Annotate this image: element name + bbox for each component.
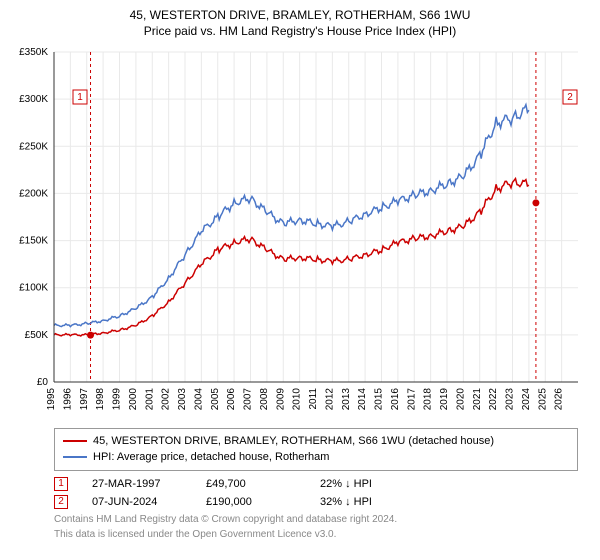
svg-text:2009: 2009 bbox=[275, 387, 286, 410]
footnote: Contains HM Land Registry data © Crown c… bbox=[54, 513, 578, 526]
svg-text:2024: 2024 bbox=[521, 387, 532, 410]
legend-swatch bbox=[63, 456, 87, 458]
svg-text:2011: 2011 bbox=[308, 387, 319, 409]
svg-text:2019: 2019 bbox=[439, 387, 450, 410]
svg-text:£300K: £300K bbox=[19, 94, 48, 105]
svg-text:2015: 2015 bbox=[374, 387, 385, 410]
svg-text:2008: 2008 bbox=[259, 387, 270, 410]
annotation-date: 07-JUN-2024 bbox=[92, 496, 182, 508]
svg-text:£200K: £200K bbox=[19, 188, 48, 199]
svg-text:£50K: £50K bbox=[25, 329, 49, 340]
svg-text:2007: 2007 bbox=[243, 387, 254, 410]
svg-text:2025: 2025 bbox=[537, 387, 548, 410]
svg-text:1999: 1999 bbox=[112, 387, 123, 410]
legend-label: 45, WESTERTON DRIVE, BRAMLEY, ROTHERHAM,… bbox=[93, 433, 494, 450]
chart-subtitle: Price paid vs. HM Land Registry's House … bbox=[10, 24, 590, 38]
line-chart-svg: £0 £50K £100K £150K £200K £250K £300K £350K 1995… bbox=[10, 42, 590, 422]
svg-text:2005: 2005 bbox=[210, 387, 221, 410]
legend-item: 45, WESTERTON DRIVE, BRAMLEY, ROTHERHAM,… bbox=[63, 433, 569, 450]
svg-text:£0: £0 bbox=[37, 377, 49, 388]
svg-text:£250K: £250K bbox=[19, 141, 48, 152]
legend-item: HPI: Average price, detached house, Roth… bbox=[63, 449, 569, 466]
svg-text:2012: 2012 bbox=[324, 387, 335, 410]
footnote: This data is licensed under the Open Gov… bbox=[54, 528, 578, 541]
svg-text:2006: 2006 bbox=[226, 387, 237, 410]
svg-text:2010: 2010 bbox=[292, 387, 303, 410]
annotation-marker: 2 bbox=[54, 495, 68, 509]
svg-text:2017: 2017 bbox=[406, 387, 417, 410]
svg-text:2016: 2016 bbox=[390, 387, 401, 410]
svg-text:1997: 1997 bbox=[79, 387, 90, 410]
svg-text:1: 1 bbox=[77, 92, 83, 103]
legend-box: 45, WESTERTON DRIVE, BRAMLEY, ROTHERHAM,… bbox=[54, 428, 578, 471]
svg-text:£350K: £350K bbox=[19, 47, 48, 58]
svg-text:2000: 2000 bbox=[128, 387, 139, 410]
svg-text:2018: 2018 bbox=[423, 387, 434, 410]
legend-label: HPI: Average price, detached house, Roth… bbox=[93, 449, 329, 466]
svg-text:2014: 2014 bbox=[357, 387, 368, 410]
annotation-diff: 32% ↓ HPI bbox=[320, 496, 410, 508]
svg-text:2002: 2002 bbox=[161, 387, 172, 410]
annotation-marker: 1 bbox=[54, 477, 68, 491]
svg-text:1998: 1998 bbox=[95, 387, 106, 410]
annotation-row: 2 07-JUN-2024 £190,000 32% ↓ HPI bbox=[54, 493, 578, 511]
svg-text:2001: 2001 bbox=[144, 387, 155, 410]
svg-text:2: 2 bbox=[567, 92, 573, 103]
svg-text:2004: 2004 bbox=[193, 387, 204, 410]
svg-text:2020: 2020 bbox=[455, 387, 466, 410]
chart-area: £0 £50K £100K £150K £200K £250K £300K £350K 1995… bbox=[10, 42, 590, 422]
svg-text:2013: 2013 bbox=[341, 387, 352, 410]
annotation-price: £190,000 bbox=[206, 496, 296, 508]
svg-text:2023: 2023 bbox=[505, 387, 516, 410]
svg-text:2003: 2003 bbox=[177, 387, 188, 410]
svg-text:2021: 2021 bbox=[472, 387, 483, 410]
svg-text:2026: 2026 bbox=[554, 387, 565, 410]
annotation-row: 1 27-MAR-1997 £49,700 22% ↓ HPI bbox=[54, 475, 578, 493]
svg-text:2022: 2022 bbox=[488, 387, 499, 410]
svg-text:1996: 1996 bbox=[62, 387, 73, 410]
legend-swatch bbox=[63, 440, 87, 442]
svg-text:£100K: £100K bbox=[19, 282, 48, 293]
svg-text:1995: 1995 bbox=[46, 387, 57, 410]
annotation-date: 27-MAR-1997 bbox=[92, 478, 182, 490]
annotation-table: 1 27-MAR-1997 £49,700 22% ↓ HPI 2 07-JUN… bbox=[54, 475, 578, 511]
annotation-price: £49,700 bbox=[206, 478, 296, 490]
chart-title: 45, WESTERTON DRIVE, BRAMLEY, ROTHERHAM,… bbox=[10, 8, 590, 24]
annotation-diff: 22% ↓ HPI bbox=[320, 478, 410, 490]
svg-text:£150K: £150K bbox=[19, 235, 48, 246]
